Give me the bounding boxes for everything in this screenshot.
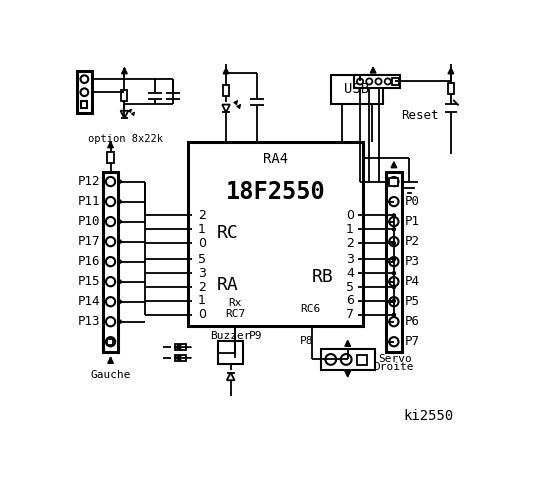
Bar (218, 341, 243, 364)
Text: option 8x22k: option 8x22k (88, 134, 164, 144)
Text: Buzzer: Buzzer (211, 331, 251, 341)
Circle shape (118, 180, 121, 183)
Text: 1: 1 (198, 223, 206, 236)
Bar (354, 74, 400, 88)
Circle shape (118, 280, 121, 283)
Text: 7: 7 (346, 308, 354, 321)
Text: P2: P2 (405, 235, 420, 248)
Text: P5: P5 (405, 295, 420, 308)
Text: P9: P9 (248, 331, 262, 341)
Text: 4: 4 (346, 267, 354, 280)
Text: P10: P10 (78, 215, 101, 228)
Circle shape (118, 260, 121, 263)
Text: 3: 3 (346, 253, 354, 266)
Text: P17: P17 (78, 235, 101, 248)
Text: Gauche: Gauche (90, 370, 131, 380)
Circle shape (118, 300, 121, 303)
Bar (107, 152, 113, 163)
Text: RC6: RC6 (301, 304, 321, 313)
Circle shape (393, 228, 395, 231)
Circle shape (393, 313, 395, 316)
Circle shape (393, 286, 395, 288)
Text: P11: P11 (78, 195, 101, 208)
Circle shape (118, 220, 121, 223)
Text: 1: 1 (346, 223, 354, 236)
Text: Reset: Reset (401, 109, 439, 122)
Text: Rx
RC7: Rx RC7 (225, 298, 246, 319)
Text: USB: USB (345, 82, 369, 96)
Bar (448, 83, 454, 94)
Bar (121, 90, 128, 101)
Text: ki2550: ki2550 (404, 408, 454, 423)
Bar (175, 344, 186, 350)
Text: P13: P13 (78, 315, 101, 328)
Text: P3: P3 (405, 255, 420, 268)
Text: P14: P14 (78, 295, 101, 308)
Circle shape (393, 272, 395, 275)
Text: RA4: RA4 (263, 152, 288, 166)
Bar (389, 178, 398, 186)
Text: 0: 0 (346, 209, 354, 222)
Text: P12: P12 (78, 175, 101, 188)
Text: Servo: Servo (378, 354, 412, 364)
Bar (175, 355, 186, 361)
Text: 3: 3 (198, 267, 206, 280)
Text: P15: P15 (78, 275, 101, 288)
Text: 6: 6 (346, 294, 354, 307)
Circle shape (393, 258, 395, 261)
Text: 0: 0 (198, 308, 206, 321)
Bar (77, 71, 92, 113)
Text: P4: P4 (405, 275, 420, 288)
Text: 5: 5 (346, 280, 354, 294)
Circle shape (393, 300, 395, 302)
Circle shape (118, 240, 121, 243)
Bar (103, 171, 118, 352)
Bar (386, 171, 401, 352)
Circle shape (393, 241, 395, 245)
Bar (321, 348, 374, 370)
Circle shape (118, 320, 121, 323)
Text: 2: 2 (198, 209, 206, 222)
Text: 5: 5 (198, 253, 206, 266)
Text: P8: P8 (300, 336, 314, 346)
Bar (357, 355, 367, 365)
Text: Droite: Droite (374, 362, 414, 372)
Text: P7: P7 (405, 335, 420, 348)
Text: P16: P16 (78, 255, 101, 268)
Text: 2: 2 (346, 237, 354, 250)
Bar (331, 74, 383, 104)
Text: 18F2550: 18F2550 (226, 180, 325, 204)
Text: P0: P0 (405, 195, 420, 208)
Bar (107, 339, 113, 345)
Bar (187, 142, 363, 325)
Text: 0: 0 (198, 237, 206, 250)
Text: RC: RC (217, 224, 238, 242)
Circle shape (118, 200, 121, 203)
Text: 2: 2 (198, 280, 206, 294)
Bar (223, 85, 229, 96)
Text: P6: P6 (405, 315, 420, 328)
Bar (393, 78, 399, 84)
Text: P1: P1 (405, 215, 420, 228)
Circle shape (393, 214, 395, 217)
Bar (81, 101, 87, 108)
Text: 1: 1 (198, 294, 206, 307)
Text: RB: RB (312, 268, 334, 286)
Text: RA: RA (217, 276, 238, 294)
